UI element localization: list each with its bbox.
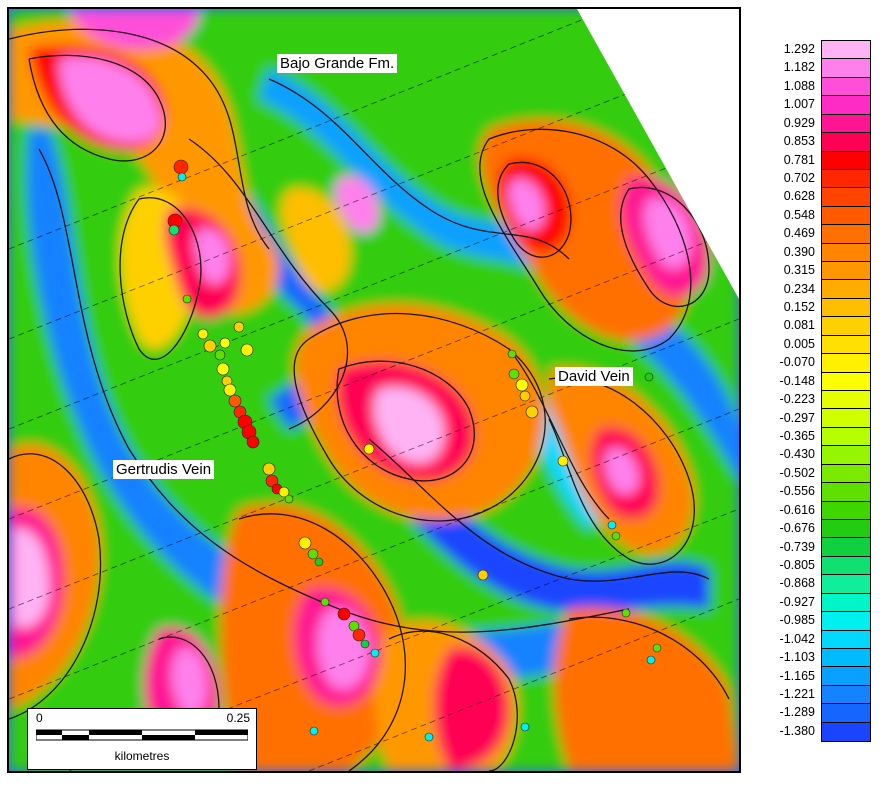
legend-value-label: 0.469	[783, 226, 815, 241]
legend-swatch	[822, 391, 870, 410]
legend-swatch	[822, 41, 870, 60]
legend-value-label: -1.103	[779, 650, 815, 665]
legend-value-label: -0.070	[779, 355, 815, 370]
legend-swatch	[822, 59, 870, 78]
legend-value-label: -1.380	[779, 723, 815, 738]
legend-value-label: 0.628	[783, 189, 815, 204]
legend-swatch	[822, 243, 870, 263]
label-bajo-grande: Bajo Grande Fm.	[277, 54, 398, 73]
map-panel: Bajo Grande Fm. David Vein Gertrudis Vei…	[7, 7, 741, 773]
legend-value-label: 0.081	[783, 318, 815, 333]
contour-fill	[9, 9, 739, 771]
legend-value-label: -0.616	[779, 502, 815, 517]
legend-swatch	[822, 335, 870, 355]
legend-value-label: 0.853	[783, 134, 815, 149]
legend-value-label: 1.292	[783, 42, 815, 56]
legend-value-label: -0.502	[779, 465, 815, 480]
legend-swatch	[822, 225, 870, 244]
legend-value-label: 0.781	[783, 152, 815, 167]
legend-value-label: -0.365	[779, 429, 815, 444]
legend-value-label: 0.315	[783, 263, 815, 278]
legend-swatch	[822, 519, 870, 539]
legend-swatch	[822, 667, 870, 686]
legend-value-label: -0.556	[779, 484, 815, 499]
legend-value-label: -0.927	[779, 594, 815, 609]
legend-value-label: 0.702	[783, 171, 815, 185]
scale-end-label: 0.25	[226, 711, 250, 725]
legend-value-label: 0.929	[783, 115, 815, 130]
legend-swatch	[822, 612, 870, 631]
legend-swatch	[822, 556, 870, 576]
legend-value-label: -0.739	[779, 539, 815, 554]
legend-value-label: 0.005	[783, 336, 815, 351]
legend-swatch	[822, 630, 870, 649]
legend-swatch	[822, 575, 870, 594]
legend-value-label: -0.805	[779, 558, 815, 573]
scale-bar: 0 0.25 kilometres	[27, 708, 257, 770]
legend-swatch	[822, 114, 870, 134]
legend-swatch	[822, 464, 870, 484]
legend-swatch	[822, 538, 870, 557]
legend-value-label: 0.548	[783, 207, 815, 222]
legend-value-label: -1.289	[779, 705, 815, 720]
legend-swatch	[822, 593, 870, 613]
legend-swatch	[822, 169, 870, 189]
legend-value-label: -0.297	[779, 410, 815, 425]
legend-swatch	[822, 409, 870, 428]
legend-swatch	[822, 427, 870, 447]
legend-swatch	[822, 280, 870, 299]
legend-swatch	[822, 354, 870, 373]
legend-swatch-column	[821, 40, 871, 743]
legend-swatch	[822, 188, 870, 207]
legend-value-label: 1.007	[783, 97, 815, 112]
legend-swatch	[822, 298, 870, 318]
legend-value-label: -0.985	[779, 613, 815, 628]
legend-swatch	[822, 483, 870, 502]
legend-value-label: -1.042	[779, 631, 815, 646]
label-gertrudis-vein: Gertrudis Vein	[113, 460, 215, 479]
scale-bar-graphic	[36, 729, 248, 741]
legend-swatch	[822, 372, 870, 392]
legend-swatch	[822, 206, 870, 226]
legend-value-label: -1.165	[779, 668, 815, 683]
legend-swatch	[822, 722, 870, 742]
legend-swatch	[822, 262, 870, 281]
contour-lines	[9, 28, 730, 771]
legend-value-label: -0.868	[779, 576, 815, 591]
legend-swatch	[822, 446, 870, 465]
legend-value-label: 0.390	[783, 244, 815, 259]
legend-value-label: 1.088	[783, 78, 815, 93]
legend-value-label: 1.182	[783, 60, 815, 75]
legend-value-label: -1.221	[779, 687, 815, 702]
legend-swatch	[822, 704, 870, 723]
legend-swatch	[822, 501, 870, 520]
legend-value-label: -0.223	[779, 392, 815, 407]
legend-value-label: 0.152	[783, 300, 815, 315]
contour-map	[9, 9, 739, 771]
legend-swatch	[822, 77, 870, 97]
legend-swatch	[822, 133, 870, 152]
legend-swatch	[822, 648, 870, 668]
no-data-area	[577, 9, 739, 299]
legend-swatch	[822, 685, 870, 705]
label-david-vein: David Vein	[555, 367, 633, 386]
legend-swatch	[822, 317, 870, 336]
legend-value-label: 0.234	[783, 281, 815, 296]
legend-swatch	[822, 96, 870, 115]
legend-value-label: -0.148	[779, 373, 815, 388]
sample-points	[167, 159, 662, 742]
scale-unit-label: kilometres	[114, 749, 170, 763]
scale-start-label: 0	[36, 711, 43, 725]
legend-value-label: -0.430	[779, 447, 815, 462]
legend-swatch	[822, 151, 870, 170]
legend-value-label: -0.676	[779, 521, 815, 536]
